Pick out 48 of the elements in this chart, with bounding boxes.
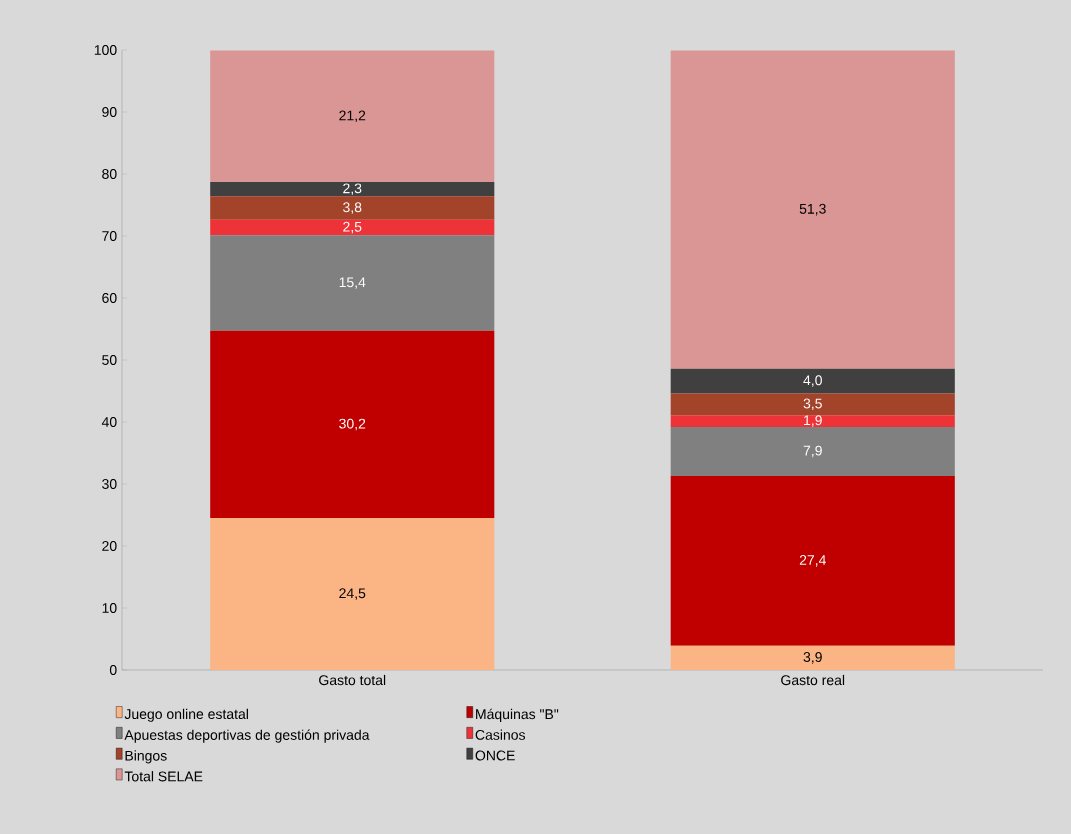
x-tick-label: Gasto real [781,674,845,686]
y-tick-label: 20 [102,541,117,551]
data-label: 2,5 [343,221,362,234]
y-tick-label: 70 [102,231,117,241]
bar [210,235,495,331]
bar [670,426,955,476]
y-tick-label: 40 [101,417,117,427]
bar [210,219,495,236]
data-label: 2,3 [343,183,362,195]
data-label: 21,2 [339,110,366,123]
bar [210,50,495,183]
bar [210,518,495,670]
bar [670,393,955,416]
data-label: 30,2 [339,418,366,431]
bar [210,182,495,197]
bar [670,415,955,427]
y-tick-label: 50 [102,355,117,365]
legend-label: Casinos [475,729,526,740]
y-tick-label: 100 [94,45,117,55]
bar [210,196,495,220]
bar [670,368,955,394]
y-tick-label: 60 [102,293,117,303]
legend-label: Total SELAE [124,771,203,782]
bar [670,50,955,369]
legend-label: Bingos [125,750,167,764]
bar [210,330,495,519]
y-tick-label: 30 [102,479,117,489]
y-tick-label: 90 [102,107,117,117]
y-tick-label: 80 [102,169,117,179]
legend-label: Apuestas deportivas de gestión privada [124,729,370,743]
data-label: 3,8 [343,202,362,214]
data-label: 4,0 [803,375,822,387]
data-label: 7,9 [803,445,822,458]
data-label: 3,9 [803,652,822,664]
data-label: 24,5 [339,588,366,600]
bar [670,645,955,670]
y-tick-label: 0 [109,665,117,675]
legend-label: ONCE [475,750,515,761]
data-label: 1,9 [804,415,822,427]
y-tick-label: 10 [102,603,117,613]
x-tick-label: Gasto total [319,674,386,686]
data-label: 27,4 [799,555,826,567]
data-label: 15,4 [339,277,366,289]
data-label: 3,5 [803,398,822,411]
bar [670,475,955,646]
data-label: 51,3 [799,203,826,216]
legend-label: Juego online estatal [124,708,248,722]
legend-label: Máquinas "B" [476,708,559,722]
